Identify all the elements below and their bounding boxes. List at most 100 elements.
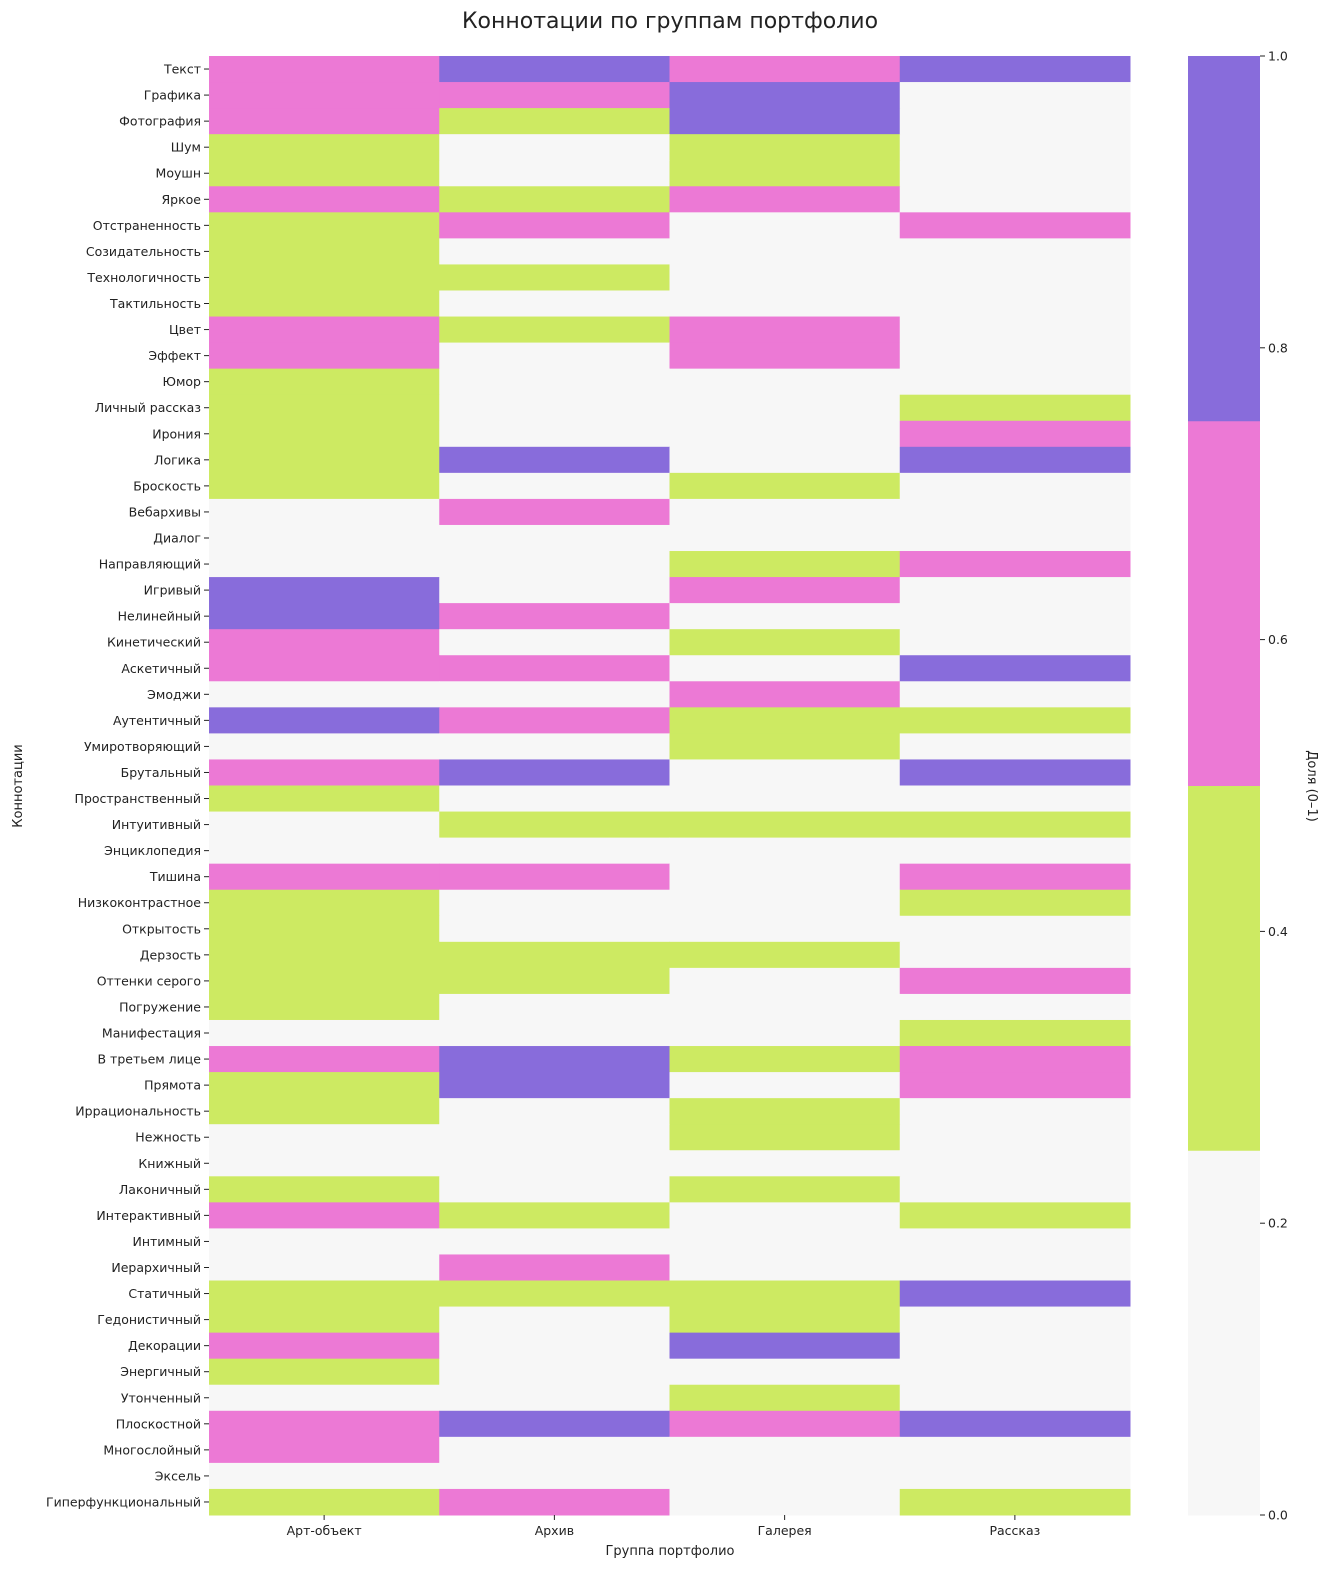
heatmap-cell bbox=[899, 1384, 1131, 1412]
heatmap-cell bbox=[669, 967, 901, 995]
heatmap-cell bbox=[209, 655, 440, 682]
heatmap-cell bbox=[209, 967, 440, 995]
heatmap-cell bbox=[439, 212, 670, 239]
heatmap-cell bbox=[439, 368, 670, 396]
heatmap-cell bbox=[209, 1332, 440, 1360]
heatmap-cell bbox=[669, 290, 901, 318]
y-tick-label: Шум bbox=[171, 140, 201, 155]
heatmap-cell bbox=[439, 290, 670, 318]
heatmap-cell bbox=[899, 1280, 1131, 1308]
heatmap-cell bbox=[209, 1202, 440, 1229]
heatmap-cell bbox=[669, 1436, 901, 1464]
heatmap-cell bbox=[439, 993, 670, 1021]
heatmap-cell bbox=[439, 56, 670, 83]
heatmap-cell bbox=[439, 889, 670, 917]
heatmap-cell bbox=[209, 524, 440, 552]
heatmap-cell bbox=[439, 1306, 670, 1334]
y-tick-label: Интуитивный bbox=[112, 817, 201, 832]
y-tick-label: Плоскостной bbox=[116, 1416, 201, 1431]
heatmap-cell bbox=[439, 1202, 670, 1229]
y-tick-label: Моушн bbox=[156, 166, 201, 181]
heatmap-cell bbox=[669, 108, 901, 135]
heatmap-cell bbox=[209, 1280, 440, 1308]
heatmap-cell bbox=[669, 551, 901, 578]
heatmap-cell bbox=[899, 82, 1131, 109]
y-tick-label: Манифестация bbox=[102, 1026, 201, 1041]
heatmap-cell bbox=[439, 1019, 670, 1047]
heatmap-cell bbox=[899, 837, 1131, 865]
colorbar-tick-label: 0.6 bbox=[1268, 632, 1288, 647]
heatmap-cell bbox=[209, 264, 440, 291]
heatmap-cell bbox=[439, 160, 670, 187]
heatmap-cell bbox=[899, 577, 1131, 604]
heatmap-cell bbox=[899, 1019, 1131, 1047]
heatmap-cell bbox=[439, 108, 670, 135]
heatmap-cell bbox=[899, 524, 1131, 552]
heatmap-cell bbox=[899, 681, 1131, 708]
heatmap-cell bbox=[899, 1436, 1131, 1464]
heatmap-cell bbox=[669, 160, 901, 187]
y-tick-label: Аскетичный bbox=[121, 661, 201, 676]
heatmap-cell bbox=[209, 629, 440, 656]
heatmap-cell bbox=[209, 733, 440, 760]
heatmap-cell bbox=[669, 1332, 901, 1360]
heatmap-cell bbox=[209, 707, 440, 734]
heatmap-cell bbox=[209, 1254, 440, 1282]
heatmap-cell bbox=[669, 733, 901, 760]
y-tick-label: Гедонистичный bbox=[97, 1312, 201, 1327]
heatmap-cell bbox=[439, 342, 670, 370]
heatmap-cell bbox=[209, 498, 440, 526]
heatmap-cell bbox=[209, 420, 440, 448]
y-tick-label: Многослойный bbox=[103, 1442, 201, 1457]
heatmap-cell bbox=[669, 785, 901, 813]
heatmap-cell bbox=[209, 1019, 440, 1047]
heatmap-cell bbox=[669, 1462, 901, 1490]
heatmap-cell bbox=[899, 368, 1131, 396]
heatmap-cell bbox=[209, 186, 440, 213]
heatmap-cell bbox=[899, 238, 1131, 265]
heatmap-cell bbox=[899, 1098, 1131, 1125]
heatmap-cell bbox=[899, 551, 1131, 578]
y-axis-label: Коннотации bbox=[11, 744, 26, 827]
y-tick-label: Направляющий bbox=[99, 557, 201, 572]
heatmap-cell bbox=[669, 342, 901, 370]
y-tick-label: Энциклопедия bbox=[104, 843, 201, 858]
heatmap-cell bbox=[899, 108, 1131, 135]
heatmap-cell bbox=[899, 733, 1131, 760]
heatmap-cell bbox=[439, 759, 670, 786]
y-tick-label: Интимный bbox=[132, 1234, 201, 1249]
heatmap-cell bbox=[669, 56, 901, 83]
heatmap-cell bbox=[439, 837, 670, 865]
heatmap-cell bbox=[669, 1072, 901, 1099]
y-tick-label: Личный рассказ bbox=[95, 400, 201, 415]
heatmap-cell bbox=[669, 681, 901, 708]
heatmap-cell bbox=[209, 863, 440, 891]
heatmap-cell bbox=[899, 707, 1131, 734]
heatmap-cell bbox=[209, 993, 440, 1021]
heatmap-cell bbox=[669, 863, 901, 891]
y-tick-label: Иерархичный bbox=[111, 1260, 201, 1275]
colorbar-label: Доля (0–1) bbox=[1304, 750, 1319, 822]
y-tick-label: Эмоджи bbox=[147, 687, 201, 702]
heatmap-cell bbox=[439, 394, 670, 422]
heatmap-cell bbox=[439, 472, 670, 500]
heatmap-cell bbox=[439, 186, 670, 213]
heatmap-cell bbox=[899, 420, 1131, 448]
x-tick-label: Галерея bbox=[758, 1523, 812, 1538]
heatmap-cell bbox=[899, 1150, 1131, 1177]
heatmap-cell bbox=[899, 264, 1131, 291]
heatmap-cell bbox=[669, 655, 901, 682]
heatmap-cell bbox=[669, 603, 901, 630]
y-tick-label: Тактильность bbox=[109, 296, 201, 311]
heatmap-cell bbox=[669, 1150, 901, 1177]
y-tick-label: Юмор bbox=[162, 374, 201, 389]
y-tick-label: Энергичный bbox=[120, 1364, 201, 1379]
colorbar-segment bbox=[1188, 785, 1260, 1151]
heatmap-cell bbox=[669, 1306, 901, 1334]
heatmap-cell bbox=[899, 472, 1131, 500]
heatmap-cell bbox=[669, 941, 901, 969]
heatmap-cell bbox=[439, 1488, 670, 1516]
heatmap-cell bbox=[439, 316, 670, 344]
heatmap-cell bbox=[669, 238, 901, 265]
